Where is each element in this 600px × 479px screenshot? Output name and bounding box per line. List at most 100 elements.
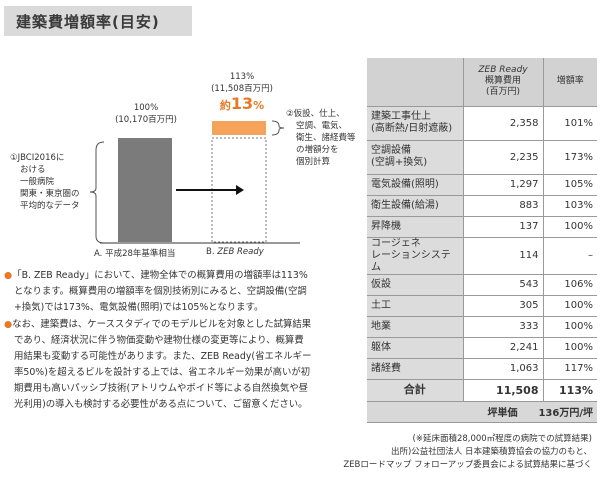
- row-item: 昇降機: [367, 216, 463, 238]
- para-line: ●なお、建築費は、ケーススタディでのモデルビルを対象とした試算結果: [4, 317, 364, 333]
- table-row: 建築工事仕上 (高断熱/日射遮蔽) 2,358 101%: [367, 106, 597, 141]
- row-item-line: 電気設備(照明): [371, 178, 439, 190]
- paragraph-1: ●「B. ZEB Ready」において、建物全体での概算費用の増額率は113% …: [4, 268, 364, 316]
- right-note-line: ②仮設、仕上、: [286, 109, 345, 119]
- row-rate: 117%: [542, 358, 597, 380]
- left-note-line: おける: [20, 165, 46, 175]
- table-header-blank: [367, 58, 463, 107]
- table-row: 衛生設備(給湯) 883 103%: [367, 195, 597, 217]
- unit-price-value: 136万円/坪: [538, 408, 593, 419]
- table-header-rate: 増額率: [542, 58, 597, 107]
- row-item-line: (空調+換気): [371, 157, 428, 168]
- bar-a-pct: 100%: [133, 103, 159, 113]
- bullet-dot: ●: [4, 270, 13, 281]
- axis-label-b-prefix: B.: [206, 247, 215, 257]
- approx-value: 13: [230, 94, 254, 113]
- row-cost: 2,241: [462, 337, 543, 359]
- right-note-line: 空調、電気、: [296, 121, 348, 131]
- row-item: 建築工事仕上 (高断熱/日射遮蔽): [367, 106, 463, 141]
- table-total-row: 合計 11,508 113%: [367, 379, 597, 402]
- arrow-head: [236, 185, 244, 195]
- left-note-line: ①JBCI2016に: [10, 153, 65, 163]
- axis-label-a: A. 平成28年基準相当: [94, 249, 176, 259]
- table-row: 空調設備 (空調+換気) 2,235 173%: [367, 140, 597, 175]
- approx-suffix: %: [253, 99, 265, 112]
- right-note-line: 個別計算: [296, 157, 331, 167]
- cost-table: ZEB Ready 概算費用 (百万円) 増額率 建築工事仕上 (高断熱/日射遮蔽…: [367, 58, 597, 423]
- row-item: 衛生設備(給湯): [367, 195, 463, 217]
- row-item: 諸経費: [367, 358, 463, 380]
- table-row: 土工 305 100%: [367, 295, 597, 317]
- header-cost: 概算費用: [484, 76, 521, 87]
- bullet-dot: ●: [4, 319, 13, 330]
- para-text: なお、建築費は、ケーススタディでのモデルビルを対象とした試算結果: [12, 319, 312, 330]
- table-row: 昇降機 137 100%: [367, 216, 597, 238]
- row-item: 仮設: [367, 274, 463, 296]
- left-note-line: 一般病院: [20, 177, 55, 187]
- para-text: +換気)では173%、電気設備(照明)では105%となります。: [14, 302, 264, 313]
- footnote-area: (※延床面積28,000㎡程度の病院での試算結果): [412, 434, 593, 444]
- axis-label-b-name: ZEB Ready: [217, 247, 264, 257]
- total-label: 合計: [367, 379, 463, 402]
- left-note-line: 平均的なデータ: [20, 201, 80, 211]
- footnote-source: 出所)公益社団法人 日本建築積算協会の協力のもと、: [390, 447, 592, 457]
- row-rate: 100%: [542, 216, 597, 238]
- row-item: 空調設備 (空調+換気): [367, 140, 463, 175]
- row-item-line: (高断熱/日射遮蔽): [371, 123, 453, 134]
- unit-price-label: 坪単価: [487, 408, 518, 419]
- table-header-row: ZEB Ready 概算費用 (百万円) 増額率: [367, 58, 597, 107]
- table-header-cost: ZEB Ready 概算費用 (百万円): [462, 58, 543, 107]
- left-brace: [89, 141, 105, 244]
- table-row: 諸経費 1,063 117%: [367, 358, 597, 380]
- footnote-source-2: ZEBロードマップ フォローアップ委員会による試算結果に基づく: [343, 460, 592, 470]
- left-note: ①JBCI2016に おける 一般病院 関東・東京圏の 平均的なデータ: [10, 152, 94, 212]
- para-text: 光利用)の導入も検討する必要性がある点について、ご留意ください。: [14, 399, 308, 410]
- para-text: 期費用も高いパッシブ技術(アトリウムやボイド等による自然換気や昼: [14, 383, 309, 394]
- bar-b-pct: 113%: [229, 72, 255, 82]
- title-banner: 建築費増額率(目安): [4, 6, 192, 36]
- row-rate: 100%: [542, 295, 597, 317]
- row-item-line: 空調設備: [371, 145, 411, 156]
- row-item-line: 衛生設備(給湯): [371, 199, 439, 211]
- row-item-line: 昇降機: [371, 220, 401, 232]
- row-item-line: コージェネ: [371, 237, 421, 249]
- table-row: 地業 333 100%: [367, 316, 597, 338]
- bar-a-amount: (10,170百万円): [115, 115, 177, 125]
- table-row: 躯体 2,241 100%: [367, 337, 597, 359]
- row-cost: 2,235: [462, 140, 543, 175]
- para-text: 「B. ZEB Ready」において、建物全体での概算費用の増額率は113%: [12, 270, 308, 281]
- row-cost: 2,358: [462, 106, 543, 141]
- table-row: 仮設 543 106%: [367, 274, 597, 296]
- row-item: 地業: [367, 316, 463, 338]
- row-item-line: レーションシステム: [371, 249, 451, 273]
- chart-svg: [89, 120, 300, 244]
- bar-b-approx-label: 約13%: [212, 94, 272, 116]
- row-rate: 106%: [542, 274, 597, 296]
- header-zeb: ZEB Ready: [478, 65, 528, 76]
- row-item-line: 地業: [371, 320, 391, 332]
- bar-a: [118, 138, 172, 242]
- total-cost: 11,508: [462, 379, 543, 402]
- right-brace: [271, 120, 285, 136]
- row-rate: 103%: [542, 195, 597, 217]
- para-text: 用結果も変動する可能性があります。また、ZEB Ready(省エネルギー: [14, 351, 312, 362]
- row-rate: 105%: [542, 174, 597, 196]
- header-unit: (百万円): [485, 87, 521, 98]
- row-cost: 543: [462, 274, 543, 296]
- row-item: 土工: [367, 295, 463, 317]
- row-rate: 100%: [542, 316, 597, 338]
- row-cost: 1,063: [462, 358, 543, 380]
- right-note-line: 衛生、諸経費等: [296, 133, 356, 143]
- row-cost: 883: [462, 195, 543, 217]
- page-title: 建築費増額率(目安): [16, 12, 160, 31]
- row-rate: 173%: [542, 140, 597, 175]
- row-item-line: 躯体: [371, 341, 391, 353]
- left-note-line: 関東・東京圏の: [20, 189, 80, 199]
- para-text: であり、経済状況に伴う物価変動や建物仕様の変更等により、概算費: [14, 335, 304, 346]
- right-note: ②仮設、仕上、 空調、電気、 衛生、諸経費等 の増額分を 個別計算: [286, 108, 364, 168]
- row-cost: 305: [462, 295, 543, 317]
- row-rate: 101%: [542, 106, 597, 141]
- row-item-line: 諸経費: [371, 362, 401, 374]
- row-item: 躯体: [367, 337, 463, 359]
- row-item: 電気設備(照明): [367, 174, 463, 196]
